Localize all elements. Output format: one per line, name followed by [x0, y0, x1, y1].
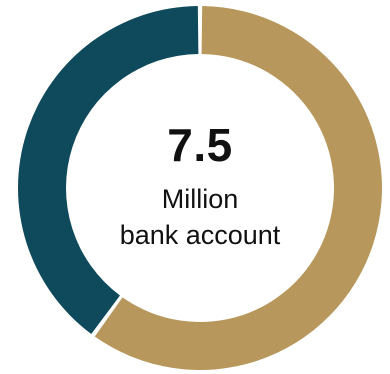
donut-slice-2 [17, 6, 199, 334]
center-label-line-2: bank account [119, 220, 281, 250]
center-label-line-1: Million [161, 184, 239, 214]
center-value: 7.5 [167, 119, 233, 171]
donut-slice-1 [94, 6, 382, 371]
donut-slices [17, 6, 382, 371]
